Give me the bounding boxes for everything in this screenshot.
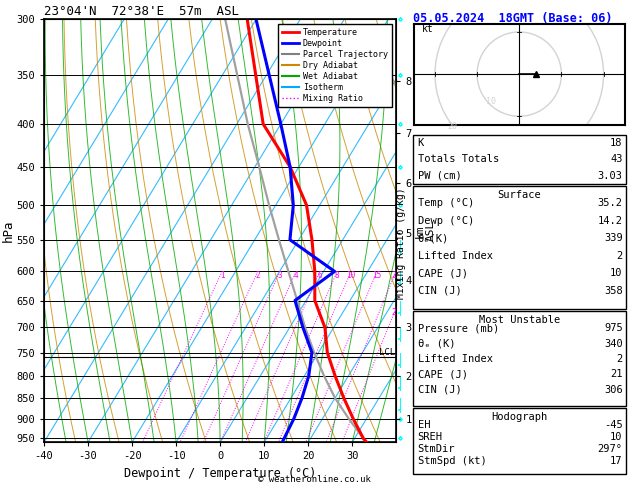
Text: Pressure (mb): Pressure (mb) [418, 323, 499, 333]
Text: © weatheronline.co.uk: © weatheronline.co.uk [258, 474, 371, 484]
Text: θₑ(K): θₑ(K) [418, 233, 449, 243]
Text: K: K [418, 138, 424, 148]
Text: CIN (J): CIN (J) [418, 385, 462, 395]
Text: 10: 10 [610, 432, 623, 442]
Text: 3.03: 3.03 [598, 171, 623, 181]
Text: PW (cm): PW (cm) [418, 171, 462, 181]
Text: 25: 25 [391, 308, 401, 317]
Text: 306: 306 [604, 385, 623, 395]
Text: 15: 15 [372, 271, 382, 280]
Y-axis label: km
ASL: km ASL [415, 221, 436, 241]
Text: Most Unstable: Most Unstable [479, 315, 560, 325]
Text: 2: 2 [255, 271, 260, 280]
Text: LCL: LCL [379, 348, 395, 357]
Text: 2: 2 [616, 251, 623, 260]
Text: Lifted Index: Lifted Index [418, 251, 493, 260]
Text: 4: 4 [294, 271, 298, 280]
Text: -45: -45 [604, 420, 623, 430]
Text: 05.05.2024  18GMT (Base: 06): 05.05.2024 18GMT (Base: 06) [413, 12, 613, 25]
Text: Hodograph: Hodograph [491, 412, 547, 422]
Text: Surface: Surface [498, 190, 541, 200]
Text: 1: 1 [220, 271, 225, 280]
Text: 14.2: 14.2 [598, 216, 623, 226]
X-axis label: Dewpoint / Temperature (°C): Dewpoint / Temperature (°C) [124, 467, 316, 480]
Text: SREH: SREH [418, 432, 443, 442]
Legend: Temperature, Dewpoint, Parcel Trajectory, Dry Adiabat, Wet Adiabat, Isotherm, Mi: Temperature, Dewpoint, Parcel Trajectory… [278, 24, 392, 107]
Text: 8: 8 [335, 271, 340, 280]
Text: 17: 17 [610, 456, 623, 467]
Text: θₑ (K): θₑ (K) [418, 339, 455, 348]
Text: Mixing Ratio (g/kg): Mixing Ratio (g/kg) [396, 187, 406, 299]
Text: 18: 18 [610, 138, 623, 148]
Text: 340: 340 [604, 339, 623, 348]
Y-axis label: hPa: hPa [2, 220, 15, 242]
Text: 3: 3 [277, 271, 282, 280]
Text: 20: 20 [448, 122, 457, 131]
Text: 43: 43 [610, 155, 623, 164]
Text: 975: 975 [604, 323, 623, 333]
Text: 10: 10 [347, 271, 355, 280]
Text: EH: EH [418, 420, 430, 430]
Text: CAPE (J): CAPE (J) [418, 369, 467, 380]
Text: kt: kt [422, 24, 434, 34]
Text: 2: 2 [616, 354, 623, 364]
Text: 23°04'N  72°38'E  57m  ASL: 23°04'N 72°38'E 57m ASL [44, 5, 239, 18]
Text: 20: 20 [391, 271, 401, 280]
Text: CIN (J): CIN (J) [418, 286, 462, 295]
Text: 339: 339 [604, 233, 623, 243]
Text: 10: 10 [610, 268, 623, 278]
Text: 21: 21 [610, 369, 623, 380]
Text: StmDir: StmDir [418, 444, 455, 454]
Text: Dewp (°C): Dewp (°C) [418, 216, 474, 226]
Text: StmSpd (kt): StmSpd (kt) [418, 456, 486, 467]
Text: 6: 6 [318, 271, 322, 280]
Text: 297°: 297° [598, 444, 623, 454]
Text: Lifted Index: Lifted Index [418, 354, 493, 364]
Text: Temp (°C): Temp (°C) [418, 198, 474, 208]
Text: CAPE (J): CAPE (J) [418, 268, 467, 278]
Text: Totals Totals: Totals Totals [418, 155, 499, 164]
Text: 10: 10 [486, 97, 496, 105]
Text: 35.2: 35.2 [598, 198, 623, 208]
Text: 358: 358 [604, 286, 623, 295]
